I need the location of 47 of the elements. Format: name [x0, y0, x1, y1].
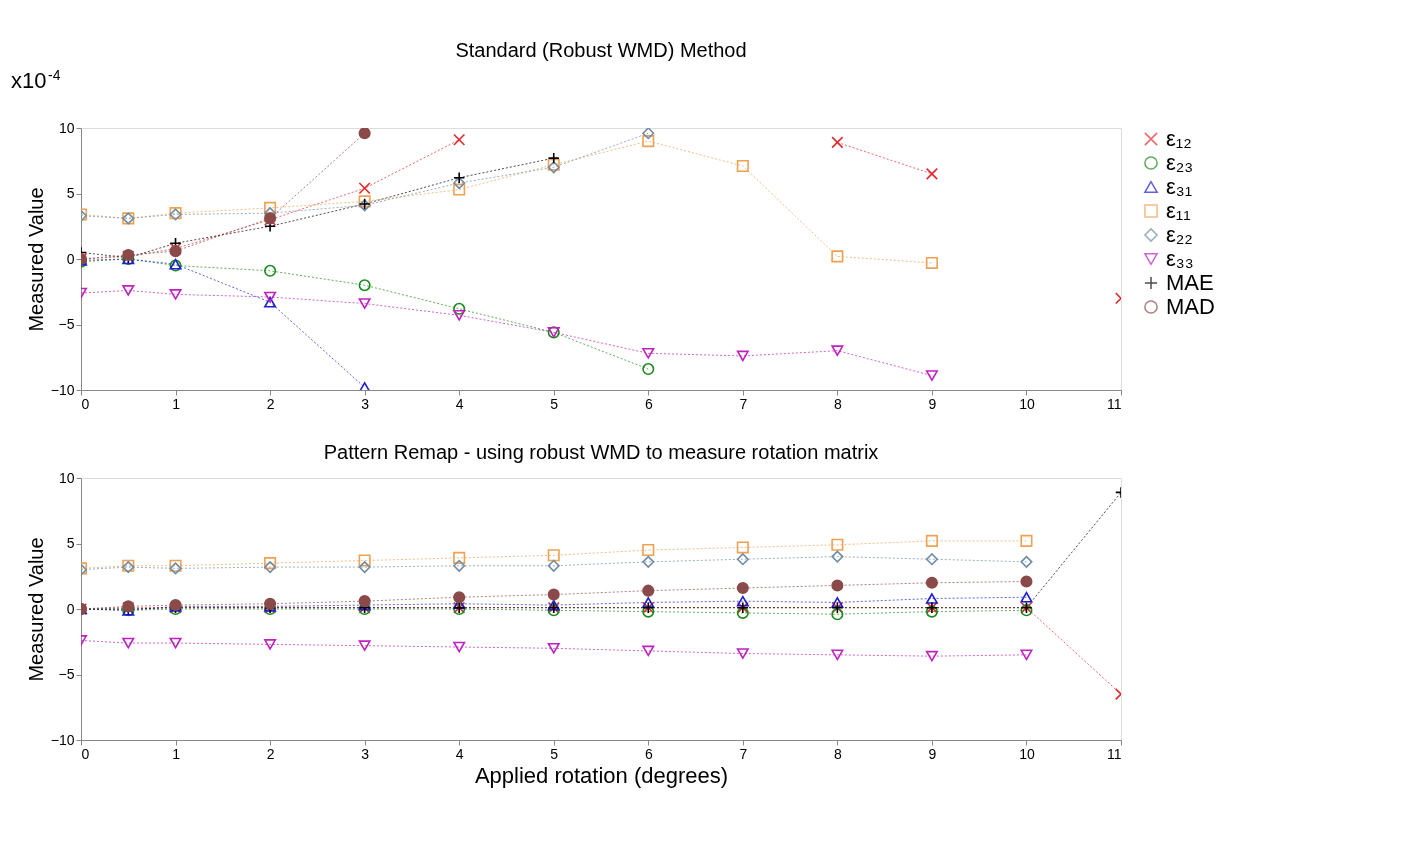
x-tick-label: 8 — [833, 745, 842, 762]
y-tick-label: −5 — [58, 666, 75, 682]
x-tick-label: 7 — [739, 395, 748, 412]
x-tick-label: 11 — [1106, 395, 1122, 412]
y-tick-label: 0 — [66, 600, 75, 617]
y-tick-label: 0 — [66, 250, 75, 267]
x-tick-label: 5 — [550, 395, 559, 412]
y-tick-label: −10 — [50, 731, 75, 748]
legend-label: MAE — [1166, 270, 1214, 295]
y-axis-title: Measured Value — [24, 187, 47, 332]
x-tick-label: 4 — [455, 395, 464, 412]
x-tick-label: 11 — [1106, 745, 1122, 762]
y-axis-title: Measured Value — [24, 537, 47, 682]
y-tick-label: 10 — [58, 469, 75, 486]
legend-label: ε₁₂ — [1166, 126, 1192, 151]
legend-label: MAD — [1166, 294, 1215, 319]
x-tick-label: 0 — [81, 395, 90, 412]
legend-label: ε₂₂ — [1166, 222, 1193, 247]
chart-title: Standard (Robust WMD) Method — [455, 39, 747, 61]
x-tick-label: 10 — [1019, 395, 1035, 412]
legend-label: ε₂₃ — [1166, 150, 1194, 175]
x-tick-label: 3 — [361, 395, 370, 412]
legend-label: ε₃₁ — [1166, 174, 1193, 199]
legend-label: ε₃₃ — [1166, 246, 1194, 271]
y-tick-label: 5 — [66, 185, 75, 201]
y-tick-label: −10 — [50, 381, 75, 398]
x-tick-label: 0 — [81, 745, 90, 762]
x-tick-label: 5 — [550, 745, 559, 762]
x-tick-label: 6 — [644, 745, 653, 762]
x-tick-label: 10 — [1019, 745, 1035, 762]
x-tick-label: 1 — [172, 745, 181, 762]
y-tick-label: −5 — [58, 316, 75, 332]
y-tick-label: 5 — [66, 535, 75, 551]
x-tick-label: 8 — [833, 395, 842, 412]
legend-label: ε₁₁ — [1166, 198, 1191, 223]
x-tick-label: 2 — [266, 395, 275, 412]
y-tick-label: 10 — [58, 119, 75, 136]
x-tick-label: 7 — [739, 745, 748, 762]
chart-title: Pattern Remap - using robust WMD to measure rotation matrix — [323, 441, 879, 463]
x-tick-label: 2 — [266, 745, 275, 762]
x-tick-label: 9 — [928, 745, 937, 762]
x-axis-title: Applied rotation (degrees) — [474, 762, 729, 788]
x-tick-label: 3 — [361, 745, 370, 762]
x-tick-label: 9 — [928, 395, 937, 412]
x-tick-label: 1 — [172, 395, 181, 412]
x-tick-label: 6 — [644, 395, 653, 412]
x-tick-label: 4 — [455, 745, 464, 762]
